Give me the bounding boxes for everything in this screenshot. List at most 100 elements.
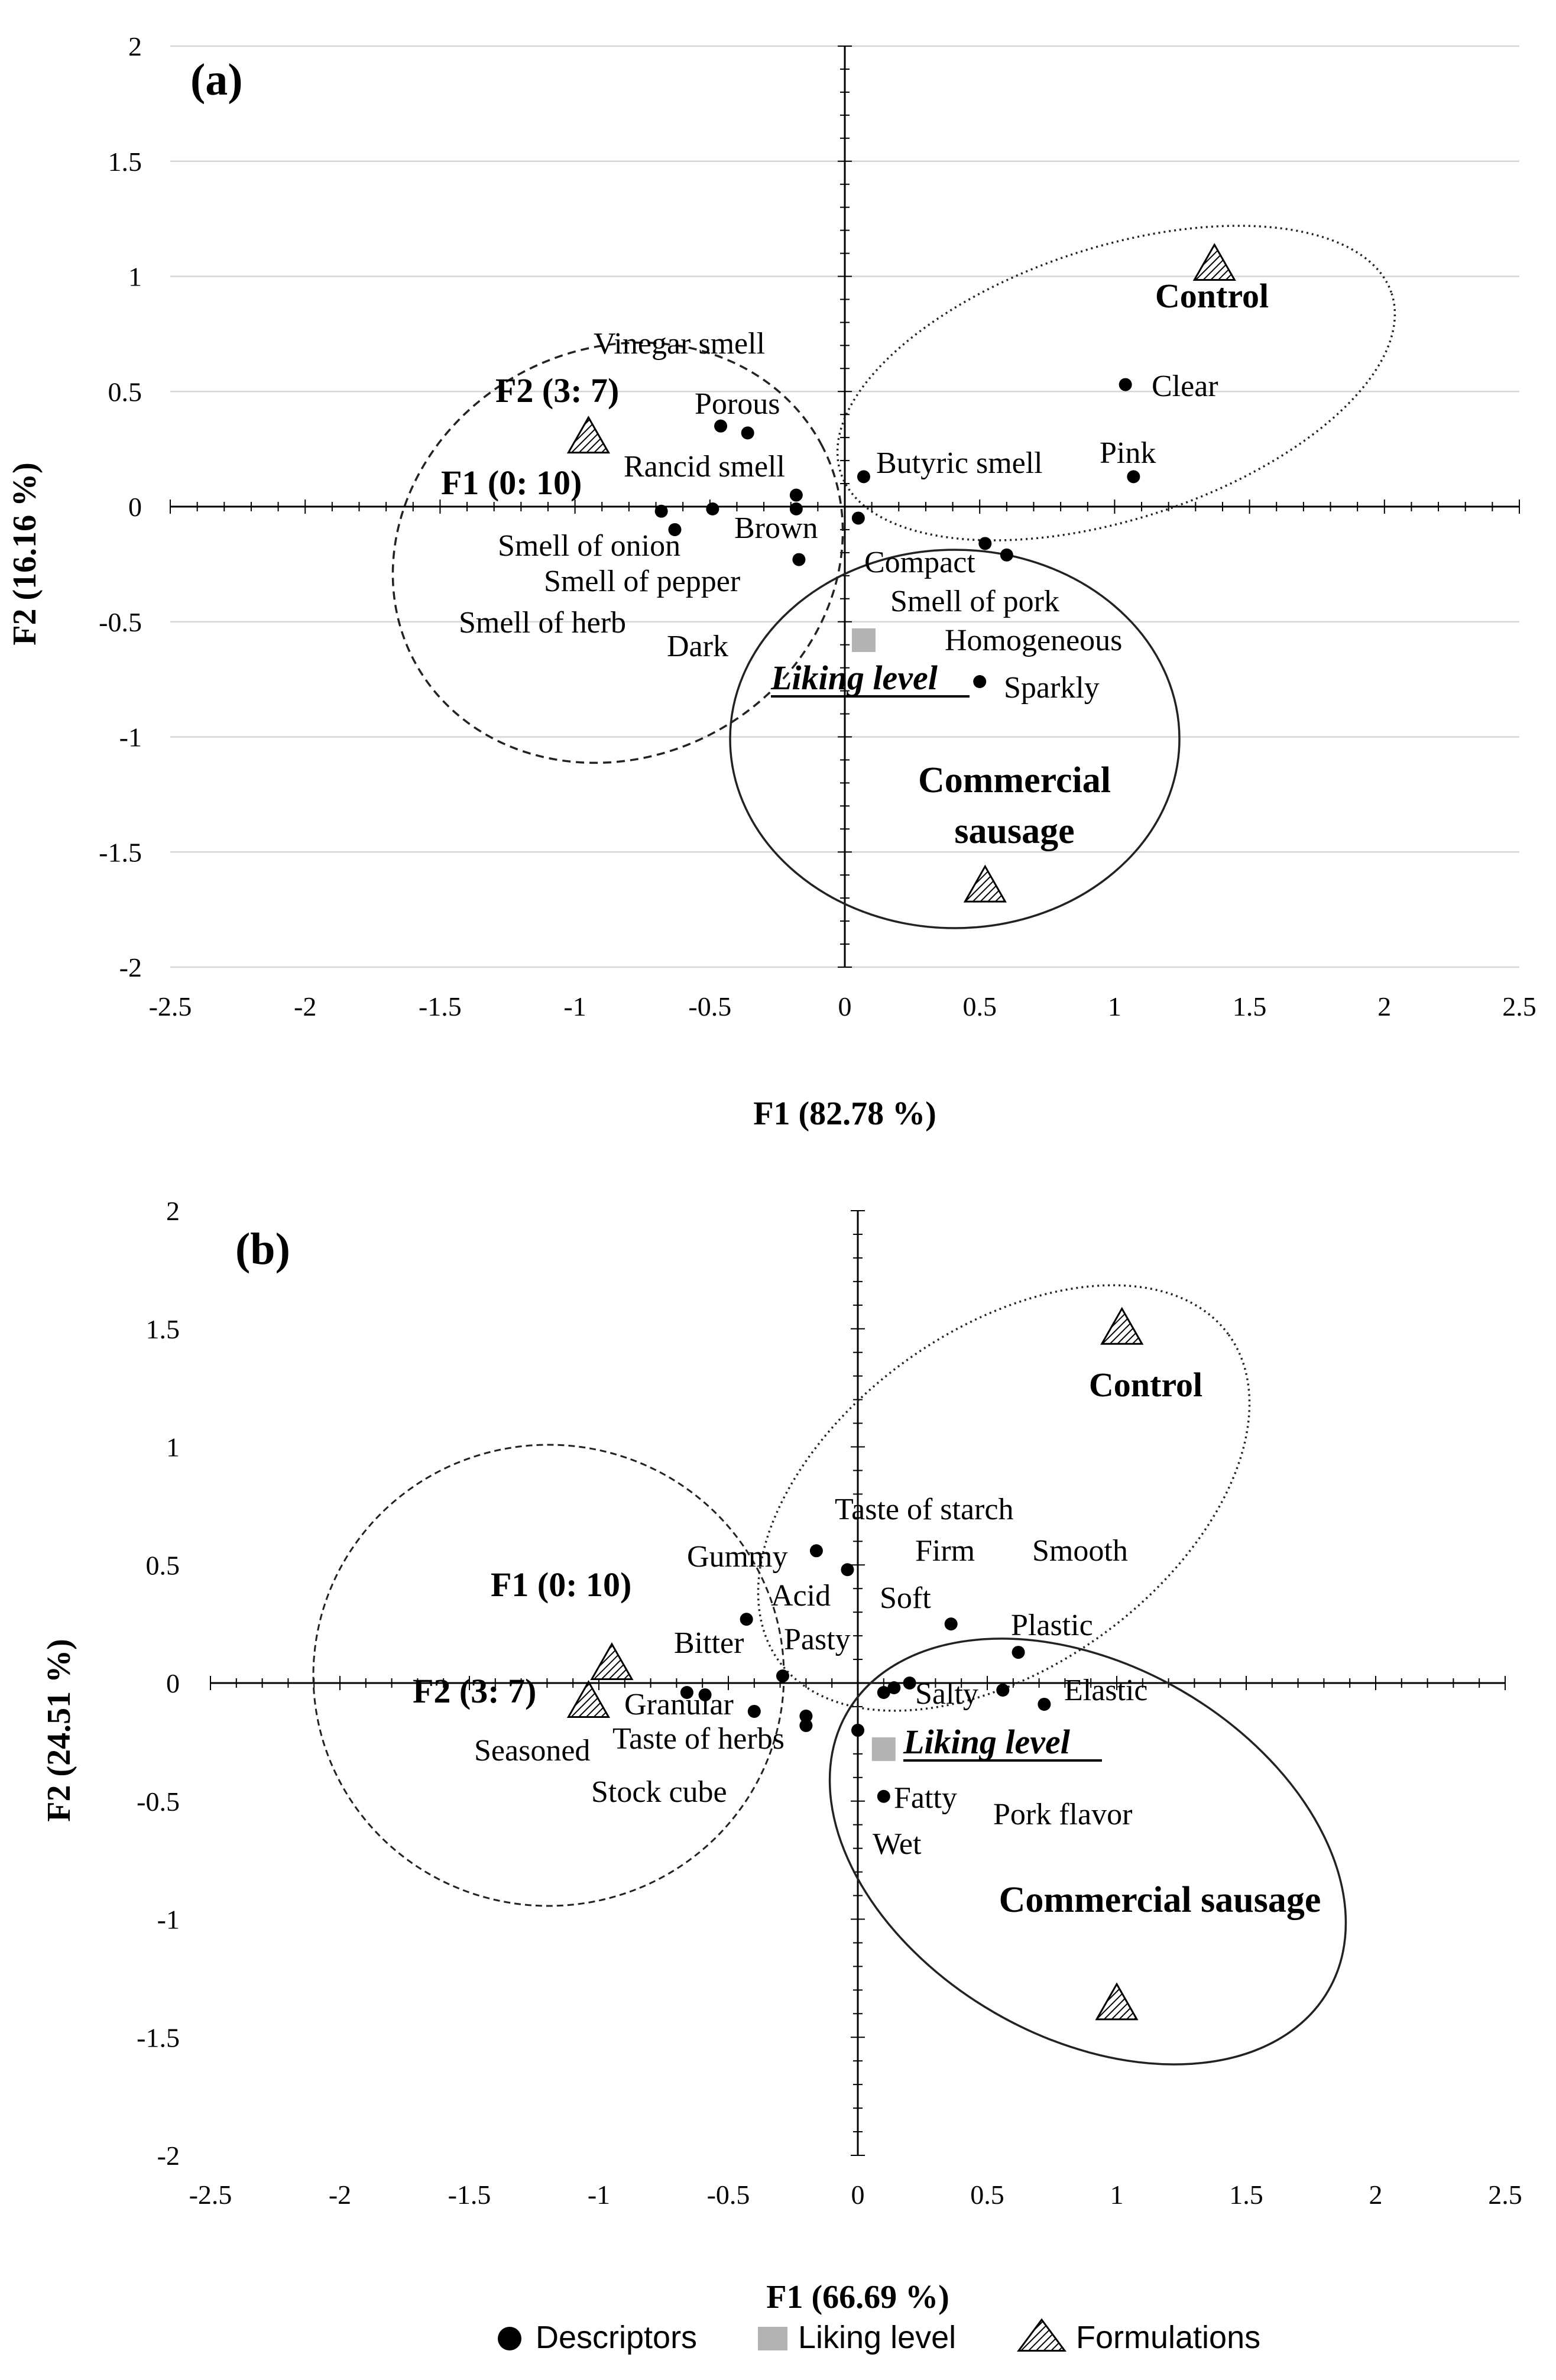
x-tick-label-b-0: -2.5	[189, 2180, 232, 2210]
descriptor-point-b-taste-of-starch	[809, 1544, 823, 1558]
descriptor-label-a-rancid-smell: Rancid smell	[624, 450, 785, 484]
y-tick-label-a-2: -1	[119, 722, 142, 753]
descriptor-label-b-taste-of-herbs: Taste of herbs	[612, 1722, 785, 1756]
formulation-marker-b-f1-0-10	[590, 1642, 634, 1681]
formulation-marker-b-commercial-sausage	[1095, 1982, 1139, 2021]
x-tick-label-a-7: 1	[1108, 991, 1121, 1022]
descriptor-label-a-butyric-smell: Butyric smell	[876, 446, 1043, 480]
descriptor-point-b-soft	[903, 1677, 916, 1690]
descriptor-label-a-porous: Porous	[695, 387, 780, 421]
legend-descriptors-label: Descriptors	[536, 2320, 697, 2355]
x-tick-label-b-3: -1	[588, 2180, 610, 2210]
legend-descriptors-marker	[498, 2327, 521, 2350]
descriptor-label-b-salty: Salty	[915, 1677, 978, 1711]
descriptor-label-a-homogeneous: Homogeneous	[945, 624, 1122, 657]
panel-label-b: (b)	[235, 1224, 290, 1274]
legend-formulations-label: Formulations	[1076, 2320, 1260, 2355]
descriptor-label-b-gummy: Gummy	[687, 1540, 787, 1574]
descriptor-label-a-compact: Compact	[864, 546, 975, 579]
descriptor-label-a-dark: Dark	[667, 630, 728, 663]
descriptor-point-a-porous	[741, 426, 754, 440]
x-tick-label-a-10: 2.5	[1502, 991, 1536, 1022]
y-tick-label-b-8: 2	[166, 1196, 180, 1226]
descriptor-point-a-dark	[792, 553, 806, 566]
descriptor-label-a-vinegar-smell: Vinegar smell	[594, 327, 765, 361]
group-ellipse-a-0	[391, 341, 844, 764]
y-tick-label-a-8: 2	[128, 31, 142, 61]
y-tick-label-b-2: -1	[157, 1905, 180, 1935]
descriptor-label-a-smell-of-pork: Smell of pork	[890, 585, 1059, 618]
legend-formulations-marker	[1017, 2318, 1066, 2352]
descriptor-point-a-smell-of-onion	[654, 504, 668, 518]
descriptor-label-a-pink: Pink	[1100, 436, 1156, 470]
group-ellipse-b-2	[828, 1638, 1347, 2066]
descriptor-point-b-salty	[887, 1681, 901, 1694]
y-tick-label-a-6: 1	[128, 262, 142, 292]
formulation-label-b-f1-0-10: F1 (0: 10)	[491, 1565, 631, 1604]
legend-liking-marker	[758, 2327, 787, 2350]
descriptor-point-a-sparkly	[973, 675, 987, 689]
formulation-label-a-control: Control	[1155, 277, 1269, 315]
y-tick-label-a-3: -0.5	[99, 607, 142, 637]
y-tick-label-a-1: -1.5	[99, 837, 142, 867]
group-ellipse-b-1	[757, 1284, 1251, 1712]
descriptor-point-a-vinegar-smell	[714, 419, 728, 433]
descriptor-label-b-seasoned: Seasoned	[474, 1734, 590, 1768]
descriptor-point-b-acid	[740, 1613, 753, 1626]
descriptor-point-b-wet	[851, 1723, 864, 1737]
descriptor-point-a-rancid-smell	[789, 488, 803, 502]
y-tick-label-b-4: 0	[166, 1668, 180, 1698]
descriptor-label-a-brown: Brown	[734, 511, 818, 545]
panel-label-a: (a)	[190, 55, 243, 105]
y-tick-label-a-0: -2	[119, 952, 142, 983]
formulation-label-b-commercial-line1: Commercial sausage	[999, 1880, 1321, 1920]
x-tick-label-b-1: -2	[329, 2180, 351, 2210]
formulation-label-b-control: Control	[1089, 1366, 1202, 1404]
descriptor-label-b-acid: Acid	[771, 1579, 831, 1613]
formulation-label-b-f2-3-7: F2 (3: 7)	[413, 1672, 536, 1710]
descriptor-point-b-stock-cube	[799, 1718, 813, 1732]
descriptor-point-b-elastic	[1038, 1697, 1051, 1711]
descriptor-point-b-pork-flavor	[877, 1685, 890, 1699]
descriptor-point-b-gummy	[841, 1563, 854, 1577]
x-tick-label-a-9: 2	[1377, 991, 1391, 1022]
x-tick-label-b-8: 1.5	[1229, 2180, 1263, 2210]
formulation-marker-a-f2-3-7	[566, 416, 611, 454]
descriptor-point-a-pink	[1127, 470, 1140, 484]
descriptor-point-b-firm	[944, 1617, 958, 1631]
descriptor-label-b-firm: Firm	[915, 1534, 975, 1568]
y-tick-label-b-6: 1	[166, 1432, 180, 1463]
x-tick-label-a-5: 0	[838, 991, 852, 1022]
x-tick-label-b-7: 1	[1110, 2180, 1124, 2210]
descriptor-point-a-homogeneous	[1000, 548, 1013, 562]
y-tick-label-a-4: 0	[128, 492, 142, 522]
formulation-label-a-commercial-line1: Commercial	[918, 760, 1111, 800]
formulation-label-a-f1-0-10: F1 (0: 10)	[441, 463, 582, 502]
x-tick-label-b-2: -1.5	[448, 2180, 491, 2210]
formulation-label-a-f2-3-7: F2 (3: 7)	[495, 371, 619, 410]
descriptor-label-b-stock-cube: Stock cube	[591, 1775, 727, 1809]
descriptor-point-b-fatty	[877, 1789, 890, 1803]
descriptor-label-a-smell-of-pepper: Smell of pepper	[544, 565, 740, 598]
liking-level-label-a: Liking level	[770, 659, 938, 697]
descriptor-label-a-smell-of-onion: Smell of onion	[498, 529, 680, 563]
legend: Descriptors Liking level Formulations	[498, 2318, 1260, 2355]
x-tick-label-b-4: -0.5	[707, 2180, 750, 2210]
descriptor-point-a-butyric-smell	[857, 470, 870, 484]
descriptor-label-b-smooth: Smooth	[1032, 1534, 1128, 1568]
x-tick-label-a-6: 0.5	[962, 991, 997, 1022]
descriptor-label-a-smell-of-herb: Smell of herb	[459, 606, 626, 640]
formulation-marker-a-commercial-sausage	[963, 864, 1007, 903]
liking-level-marker-b	[871, 1737, 896, 1761]
descriptor-label-b-pork-flavor: Pork flavor	[993, 1798, 1132, 1831]
y-tick-label-b-1: -1.5	[137, 2022, 180, 2052]
descriptor-point-b-plastic	[996, 1683, 1010, 1697]
group-ellipse-b-0	[312, 1444, 785, 1907]
descriptor-label-b-fatty: Fatty	[894, 1781, 957, 1815]
descriptor-point-a-smell-of-pork	[978, 537, 992, 550]
descriptor-point-b-pasty	[799, 1709, 813, 1723]
x-tick-label-b-5: 0	[851, 2180, 865, 2210]
descriptor-label-b-bitter: Bitter	[674, 1626, 744, 1660]
x-tick-label-a-3: -1	[563, 991, 586, 1022]
y-tick-label-b-7: 1.5	[146, 1314, 180, 1344]
